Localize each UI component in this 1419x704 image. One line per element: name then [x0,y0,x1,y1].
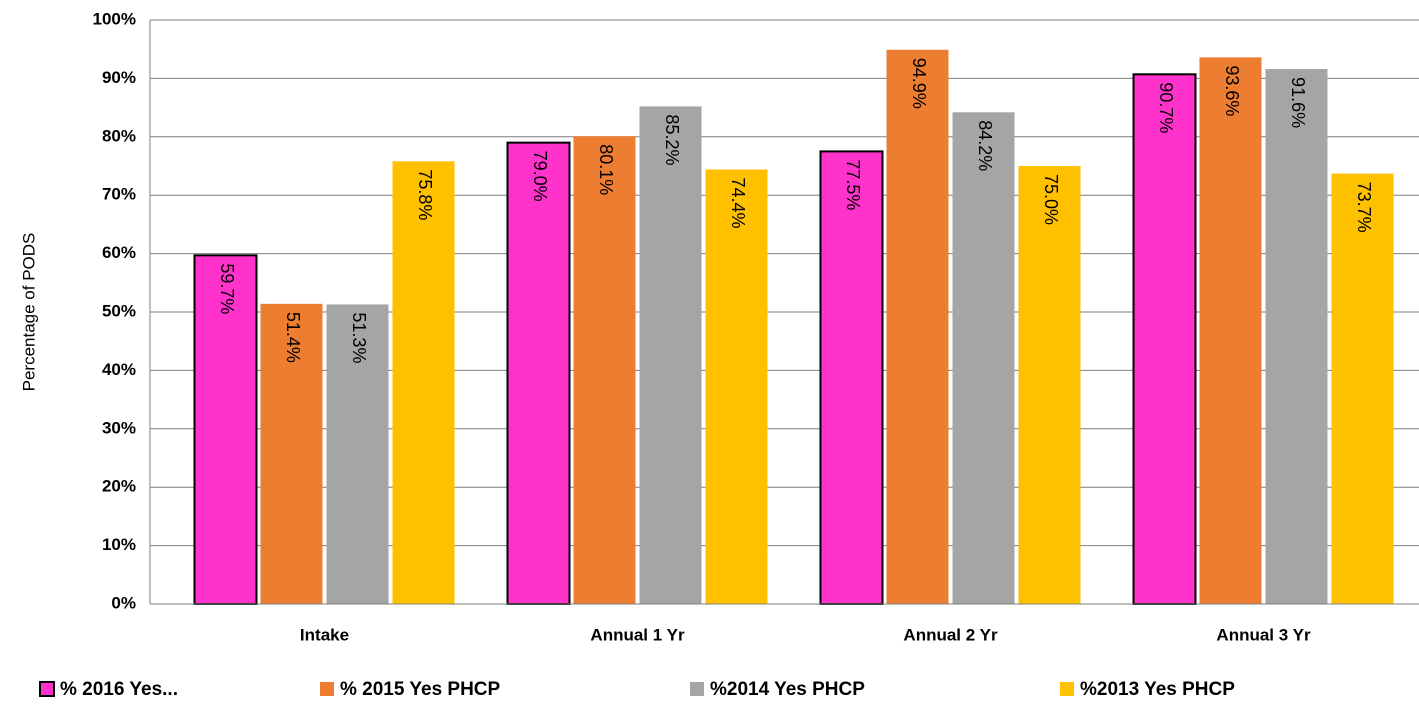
value-label: 75.0% [1041,174,1061,225]
y-tick-label: 30% [102,418,136,437]
value-label: 79.0% [530,151,550,202]
value-label: 84.2% [975,120,995,171]
value-label: 93.6% [1222,65,1242,116]
value-label: 74.4% [728,178,748,229]
legend-label: % 2016 Yes... [60,679,178,700]
bar [639,106,702,604]
value-label: 90.7% [1156,82,1176,133]
value-label: 91.6% [1288,77,1308,128]
legend-label: %2013 Yes PHCP [1080,679,1235,700]
y-axis-label: Percentage of PODS [19,233,38,392]
value-label: 75.8% [415,169,435,220]
legend-swatch [1060,682,1074,696]
y-tick-label: 70% [102,185,136,204]
bar [1331,173,1394,605]
y-tick-label: 20% [102,477,136,496]
y-tick-label: 80% [102,126,136,145]
y-tick-label: 60% [102,243,136,262]
legend-label: % 2015 Yes PHCP [340,679,501,700]
value-label: 80.1% [596,144,616,195]
bar [573,136,636,604]
bar [260,303,323,604]
value-label: 77.5% [843,159,863,210]
bar [1265,69,1328,604]
y-tick-label: 50% [102,301,136,320]
bar [326,304,389,604]
legend-swatch [690,682,704,696]
y-tick-label: 10% [102,535,136,554]
value-label: 51.3% [349,312,369,363]
bar [1132,73,1197,605]
bar [1018,166,1081,604]
y-tick-label: 40% [102,360,136,379]
bar [705,169,768,604]
x-tick-label: Annual 1 Yr [590,625,685,644]
value-label: 59.7% [217,263,237,314]
bar [1199,57,1262,605]
value-label: 51.4% [283,312,303,363]
value-label: 94.9% [909,58,929,109]
y-tick-label: 90% [102,68,136,87]
value-label: 85.2% [662,114,682,165]
legend-label: %2014 Yes PHCP [710,679,865,700]
x-tick-label: Annual 2 Yr [903,625,998,644]
x-tick-label: Intake [300,625,349,644]
legend-swatch [320,682,334,696]
bar [392,161,455,604]
bar [506,141,571,605]
x-tick-label: Annual 3 Yr [1216,625,1311,644]
bar [886,49,949,605]
bar [193,254,258,606]
bar [952,112,1015,604]
legend-swatch [39,681,55,697]
value-label: 73.7% [1354,182,1374,233]
y-tick-label: 100% [93,9,136,28]
y-tick-label: 0% [111,593,136,612]
bar [819,150,884,605]
